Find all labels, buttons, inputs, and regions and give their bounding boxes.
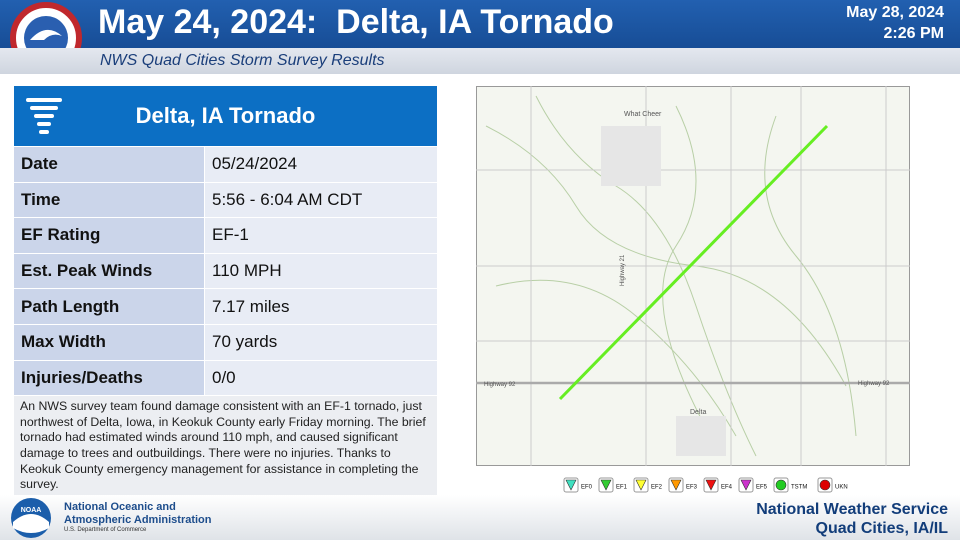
table: Date 05/24/2024 Time 5:56 - 6:04 AM CDT EF R…: [14, 146, 437, 396]
row-label: Max Width: [14, 324, 204, 360]
title: May 24, 2024: Delta, IA Tornado: [98, 3, 614, 41]
row-value: 0/0: [204, 360, 437, 396]
card-header: Delta, IA Tornado: [14, 86, 437, 146]
map-label: Highway 92: [858, 381, 890, 387]
row-value: 110 MPH: [204, 253, 437, 289]
office-line: Quad Cities, IA/IL: [815, 520, 948, 537]
legend-icon: [775, 479, 787, 491]
row-label: EF Rating: [14, 218, 204, 253]
department: U.S. Department of Commerce: [64, 527, 147, 533]
map-label: Delta: [690, 409, 706, 416]
time: 2:26 PM: [883, 25, 944, 42]
table-row: Date 05/24/2024: [14, 146, 437, 182]
tornado-icon: [26, 98, 62, 134]
agency-line: Atmospheric Administration: [64, 514, 212, 526]
legend-label: EF3: [686, 485, 698, 491]
legend-icon: [565, 479, 577, 491]
description: An NWS survey team found damage consiste…: [14, 395, 437, 497]
legend: EF0 EF1 EF2 EF3 EF4 EF5 TSTM UKN: [563, 477, 848, 493]
row-value: 70 yards: [204, 324, 437, 360]
card-title: Delta, IA Tornado: [135, 103, 316, 128]
legend-icon: [670, 479, 682, 491]
row-label: Injuries/Deaths: [14, 360, 204, 396]
agency-line: National Oceanic and: [64, 501, 176, 513]
date: May 28, 2024: [846, 4, 944, 21]
row-label: Date: [14, 147, 204, 182]
table-row: Est. Peak Winds 110 MPH: [14, 252, 437, 289]
row-label: Est. Peak Winds: [14, 253, 204, 289]
legend-label: EF2: [651, 485, 663, 491]
subtitle-bar: [0, 48, 960, 74]
subtitle: NWS Quad Cities Storm Survey Results: [100, 52, 385, 69]
table-row: Injuries/Deaths 0/0: [14, 359, 437, 396]
map: What Cheer Delta Highway 92 Highway 92 H…: [476, 86, 910, 466]
legend-label: UKN: [835, 485, 848, 491]
legend-icon: [740, 479, 752, 491]
table-row: Path Length 7.17 miles: [14, 288, 437, 324]
legend-icon: [635, 479, 647, 491]
map-label: What Cheer: [624, 111, 662, 118]
legend-label: EF0: [581, 485, 593, 491]
map-label: Highway 92: [484, 382, 516, 388]
office-line: National Weather Service: [756, 501, 948, 518]
banner: [0, 0, 960, 48]
table-row: Max Width 70 yards: [14, 323, 437, 360]
legend-icon: [600, 479, 612, 491]
legend-label: EF1: [616, 485, 628, 491]
footer: [0, 495, 960, 540]
row-value: EF-1: [204, 218, 437, 253]
row-value: 05/24/2024: [204, 147, 437, 182]
legend-label: EF4: [721, 485, 733, 491]
row-label: Time: [14, 182, 204, 218]
row-label: Path Length: [14, 289, 204, 324]
table-row: Time 5:56 - 6:04 AM CDT: [14, 181, 437, 218]
legend-label: EF5: [756, 485, 768, 491]
logo-text: NOAA: [21, 507, 42, 514]
legend-icon: [819, 479, 831, 491]
row-value: 7.17 miles: [204, 289, 437, 324]
table-row: EF Rating EF-1: [14, 217, 437, 253]
map-label: Highway 21: [620, 254, 626, 286]
summary-card: Delta, IA Tornado Date 05/24/2024 Time 5:56…: [14, 86, 437, 497]
legend-icon: [705, 479, 717, 491]
row-value: 5:56 - 6:04 AM CDT: [204, 182, 437, 218]
legend-label: TSTM: [791, 485, 807, 491]
noaa-logo: NOAA: [11, 498, 51, 538]
